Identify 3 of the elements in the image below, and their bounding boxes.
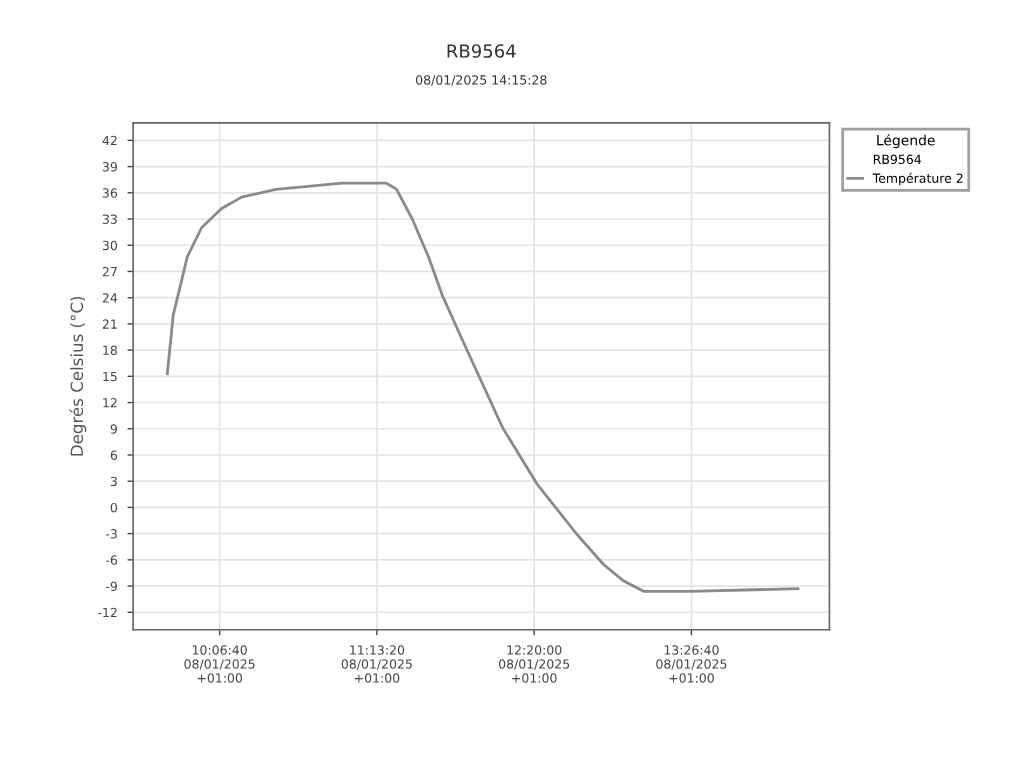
- chart-title: RB9564: [447, 44, 516, 58]
- y-axis-title: Degrés Celsius (°C): [69, 296, 87, 456]
- line-series: [165, 181, 800, 593]
